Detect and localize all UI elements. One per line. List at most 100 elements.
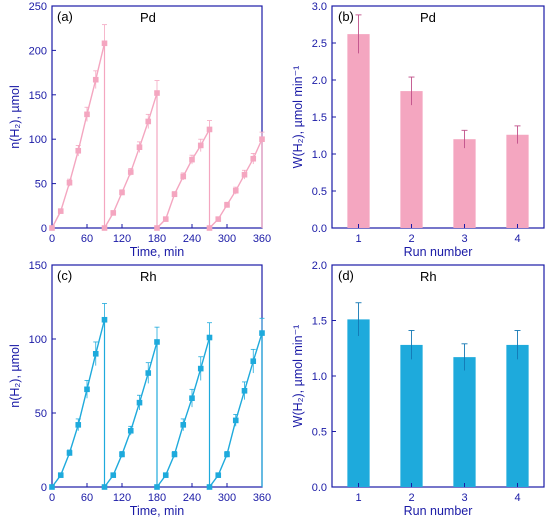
x-tick-label: 1 (355, 233, 361, 245)
x-tick-label: 240 (183, 492, 201, 504)
x-tick-label: 4 (514, 492, 520, 504)
x-axis-title: Time, min (130, 245, 184, 259)
bar-run-3 (453, 139, 476, 228)
data-point (101, 225, 108, 231)
data-point (154, 90, 160, 96)
data-point (84, 111, 90, 118)
data-point (189, 395, 195, 401)
data-point (127, 169, 134, 175)
y-tick-label: 3.0 (312, 1, 327, 13)
data-point (75, 422, 82, 428)
y-tick-label: 1.0 (312, 149, 327, 161)
bar-run-3 (453, 357, 476, 487)
data-point (101, 484, 108, 490)
bar-run-1 (347, 319, 370, 487)
x-axis-title: Time, min (130, 504, 184, 518)
y-tick-label: 50 (35, 179, 47, 191)
y-tick-label: 1.5 (312, 316, 327, 328)
data-point (136, 399, 143, 406)
x-tick-label: 1 (355, 492, 361, 504)
data-point (57, 472, 64, 478)
y-tick-label: 100 (29, 334, 47, 346)
data-point (110, 472, 117, 478)
data-point (127, 427, 134, 434)
bar-run-4 (506, 134, 529, 228)
y-tick-label: 0.0 (312, 223, 327, 235)
data-point (259, 330, 265, 336)
y-tick-label: 50 (35, 408, 47, 420)
data-point (215, 216, 222, 222)
panel-d-rate-bars-rh: 0.0 0.5 1.0 1.5 2.0 1 2 3 4 Run number W(H₂), µmol… (291, 260, 545, 518)
data-point (162, 472, 169, 478)
data-point (189, 156, 195, 163)
data-point (250, 155, 257, 162)
panel-a-time-course-pd: 0 60 120 180 240 300 360 0 50 100 150 200 250 Time, m… (8, 1, 271, 259)
data-point (206, 334, 213, 341)
series-line-run-2 (103, 341, 158, 488)
x-tick-label: 360 (253, 233, 271, 245)
x-tick-label: 300 (218, 492, 236, 504)
x-tick-label: 360 (253, 492, 271, 504)
data-point (57, 208, 64, 214)
data-point (145, 118, 152, 125)
y-tick-label: 100 (29, 134, 47, 146)
data-point (119, 189, 125, 196)
x-tick-label: 180 (148, 492, 166, 504)
data-point (84, 386, 90, 393)
data-point (250, 358, 257, 364)
x-tick-label: 120 (113, 233, 131, 245)
data-point (66, 450, 73, 456)
data-point (101, 316, 108, 323)
x-tick-label: 4 (514, 233, 520, 245)
data-point (259, 136, 265, 142)
data-point (136, 144, 143, 150)
data-point (215, 472, 222, 478)
data-point (171, 191, 178, 198)
data-point (206, 484, 213, 490)
metal-label: Pd (140, 10, 156, 25)
x-tick-label: 60 (81, 233, 93, 245)
metal-label: Rh (420, 269, 437, 284)
series-line-run-4 (208, 332, 263, 488)
series-line-run-4 (209, 138, 263, 229)
series-line-run-2 (103, 92, 158, 229)
data-point (197, 142, 204, 149)
data-point (92, 76, 99, 83)
y-tick-label: 0.0 (312, 482, 327, 494)
x-tick-label: 0 (49, 492, 55, 504)
data-point (162, 216, 169, 222)
bar-run-2 (400, 344, 423, 487)
y-tick-label: 0.5 (312, 186, 327, 198)
y-tick-label: 150 (29, 90, 47, 102)
data-point (206, 126, 213, 133)
data-point (154, 225, 160, 231)
data-point (241, 171, 248, 178)
data-point (101, 40, 108, 47)
data-point (154, 339, 160, 345)
y-tick-label: 0 (41, 482, 47, 494)
y-tick-label: 0.5 (312, 427, 327, 439)
data-point (75, 147, 82, 154)
series-line-run-3 (156, 337, 211, 488)
y-axis-title: W(H₂), µmol min⁻¹ (291, 66, 305, 169)
x-tick-label: 2 (408, 233, 414, 245)
x-tick-label: 240 (183, 233, 201, 245)
panel-label: (c) (57, 268, 72, 283)
y-tick-label: 2.0 (312, 75, 327, 87)
x-tick-label: 180 (148, 233, 166, 245)
y-tick-label: 0 (41, 223, 47, 235)
panel-b-rate-bars-pd: 0.0 0.5 1.0 1.5 2.0 2.5 3.0 1 2 3 4 Run number W(H₂)… (291, 1, 545, 259)
data-point (241, 388, 248, 394)
metal-label: Pd (420, 10, 436, 25)
y-axis-title: n(H₂), µmol (8, 85, 22, 148)
panel-label: (a) (57, 9, 73, 24)
data-point (49, 225, 55, 231)
panel-label: (b) (338, 9, 354, 24)
y-tick-label: 200 (29, 45, 47, 57)
x-tick-label: 0 (49, 233, 55, 245)
data-point (232, 187, 239, 194)
bar-run-2 (400, 91, 423, 228)
x-tick-label: 120 (113, 492, 131, 504)
data-point (180, 173, 187, 180)
